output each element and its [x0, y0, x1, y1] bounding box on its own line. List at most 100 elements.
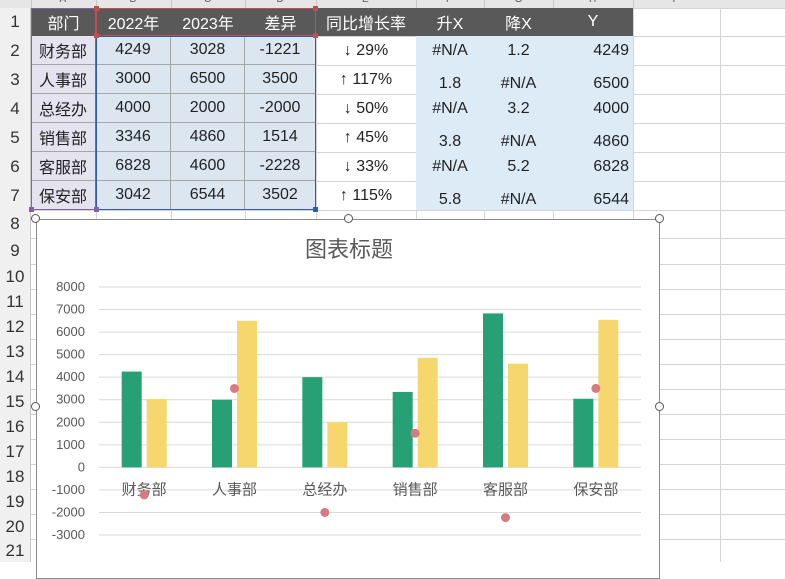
table-cell[interactable]: 1514 [245, 123, 316, 152]
table-cell[interactable]: 6828 [96, 152, 171, 181]
table-cell[interactable]: ↑ 115% [339, 186, 393, 204]
column-letter[interactable]: C [204, 0, 211, 5]
row-number[interactable]: 19 [5, 492, 25, 511]
scatter-point-4[interactable] [501, 513, 510, 523]
table-cell[interactable]: 财务部 [31, 36, 96, 65]
table-cell[interactable]: ↓ 29% [343, 41, 389, 59]
table-cell[interactable]: 1.8 [416, 65, 484, 94]
header-cell[interactable]: 降X [484, 8, 553, 36]
row-number[interactable]: 2 [10, 41, 20, 60]
chart-area[interactable]: 图表标题 8000 7000 6000 5000 4000 3000 2000 1000 0 -1… [36, 219, 660, 579]
table-cell[interactable]: 6828 [553, 152, 633, 181]
table-cell[interactable]: 1.2 [484, 36, 553, 65]
bar-series2-2[interactable] [327, 422, 348, 468]
table-cell[interactable]: 6544 [553, 181, 633, 210]
row-number[interactable]: 16 [5, 417, 25, 436]
resize-handle-top-middle[interactable] [344, 214, 353, 223]
scatter-point-1[interactable] [230, 383, 239, 393]
table-cell[interactable]: #N/A [484, 181, 553, 210]
table-cell[interactable]: 6500 [171, 65, 245, 94]
range-handle[interactable] [29, 207, 34, 212]
bar-series1-0[interactable] [121, 371, 142, 468]
chart-title[interactable]: 图表标题 [305, 237, 393, 262]
bar-series1-2[interactable] [302, 377, 323, 468]
table-cell[interactable]: -2000 [245, 94, 316, 123]
resize-handle-top-left[interactable] [31, 214, 40, 223]
table-cell[interactable]: 5.2 [484, 152, 553, 181]
column-letter[interactable]: B [130, 0, 137, 5]
range-handle[interactable] [313, 6, 318, 11]
table-cell[interactable]: ↑ 45% [343, 128, 389, 146]
column-letter[interactable]: E [362, 0, 369, 5]
table-cell[interactable]: #N/A [416, 94, 484, 123]
table-cell[interactable]: -1221 [245, 36, 316, 65]
row-number[interactable]: 1 [10, 12, 20, 31]
bar-series2-5[interactable] [598, 319, 619, 468]
table-cell[interactable]: 5.8 [416, 181, 484, 210]
row-number[interactable]: 10 [5, 267, 25, 286]
table-cell[interactable]: -2228 [245, 152, 316, 181]
header-cell[interactable]: 2022年 [96, 8, 171, 36]
table-cell[interactable]: 4000 [553, 94, 633, 123]
header-cell[interactable]: 升X [416, 8, 484, 36]
table-cell[interactable]: 6544 [171, 181, 245, 210]
table-cell[interactable]: 保安部 [31, 181, 96, 210]
row-number[interactable]: 15 [5, 392, 25, 411]
header-cell[interactable]: 同比增长率 [316, 8, 416, 36]
row-number[interactable]: 17 [5, 442, 25, 461]
header-cell[interactable]: 差异 [245, 8, 316, 36]
table-cell[interactable]: ↑ 117% [339, 70, 393, 88]
row-number[interactable]: 18 [5, 467, 25, 486]
column-letter[interactable]: A [60, 0, 67, 5]
range-handle[interactable] [313, 207, 318, 212]
row-number[interactable]: 9 [10, 241, 20, 260]
table-cell[interactable]: 销售部 [31, 123, 96, 152]
bar-series1-1[interactable] [212, 399, 232, 468]
scatter-point-5[interactable] [591, 383, 601, 393]
row-number[interactable]: 6 [10, 157, 20, 176]
table-cell[interactable]: 3028 [171, 36, 245, 65]
table-cell[interactable]: 人事部 [31, 65, 96, 94]
column-letter[interactable]: I [673, 0, 676, 5]
column-letter[interactable]: H [589, 0, 596, 5]
column-letter[interactable]: D [277, 0, 284, 5]
table-cell[interactable]: 3502 [245, 181, 316, 210]
range-handle[interactable] [94, 33, 99, 38]
table-cell[interactable]: #N/A [484, 123, 553, 152]
scatter-point-3[interactable] [410, 428, 420, 438]
range-handle[interactable] [94, 207, 99, 212]
row-number[interactable]: 21 [5, 541, 25, 560]
row-number[interactable]: 14 [5, 367, 25, 386]
table-cell[interactable]: 2000 [171, 94, 245, 123]
table-cell[interactable]: 客服部 [31, 152, 96, 181]
row-number[interactable]: 11 [6, 292, 24, 311]
row-number[interactable]: 7 [10, 186, 20, 205]
resize-handle-top-right[interactable] [655, 214, 664, 223]
table-cell[interactable]: #N/A [416, 36, 484, 65]
row-number[interactable]: 12 [5, 317, 25, 336]
header-cell[interactable]: Y [553, 8, 633, 36]
resize-handle-middle-left[interactable] [31, 402, 40, 411]
table-cell[interactable]: 6500 [553, 65, 633, 94]
table-cell[interactable]: 3000 [96, 65, 171, 94]
row-number[interactable]: 8 [10, 214, 20, 233]
bar-series1-5[interactable] [573, 398, 594, 468]
table-cell[interactable]: #N/A [416, 152, 484, 181]
table-cell[interactable]: 4860 [171, 123, 245, 152]
header-cell[interactable]: 部门 [31, 8, 96, 36]
bar-series2-3[interactable] [417, 357, 438, 468]
table-cell[interactable]: 3042 [96, 181, 171, 210]
table-cell[interactable]: 3.2 [484, 94, 553, 123]
table-cell[interactable]: ↓ 33% [343, 157, 389, 175]
row-number[interactable]: 3 [10, 70, 20, 89]
table-cell[interactable]: 4860 [553, 123, 633, 152]
table-cell[interactable]: 3500 [245, 65, 316, 94]
bar-series1-4[interactable] [483, 313, 503, 468]
table-cell[interactable]: #N/A [484, 65, 553, 94]
row-number[interactable]: 5 [10, 128, 20, 147]
row-number[interactable]: 20 [5, 517, 25, 536]
bar-series2-1[interactable] [237, 320, 257, 468]
header-cell[interactable]: 2023年 [171, 8, 245, 36]
column-letter[interactable]: G [515, 0, 523, 5]
